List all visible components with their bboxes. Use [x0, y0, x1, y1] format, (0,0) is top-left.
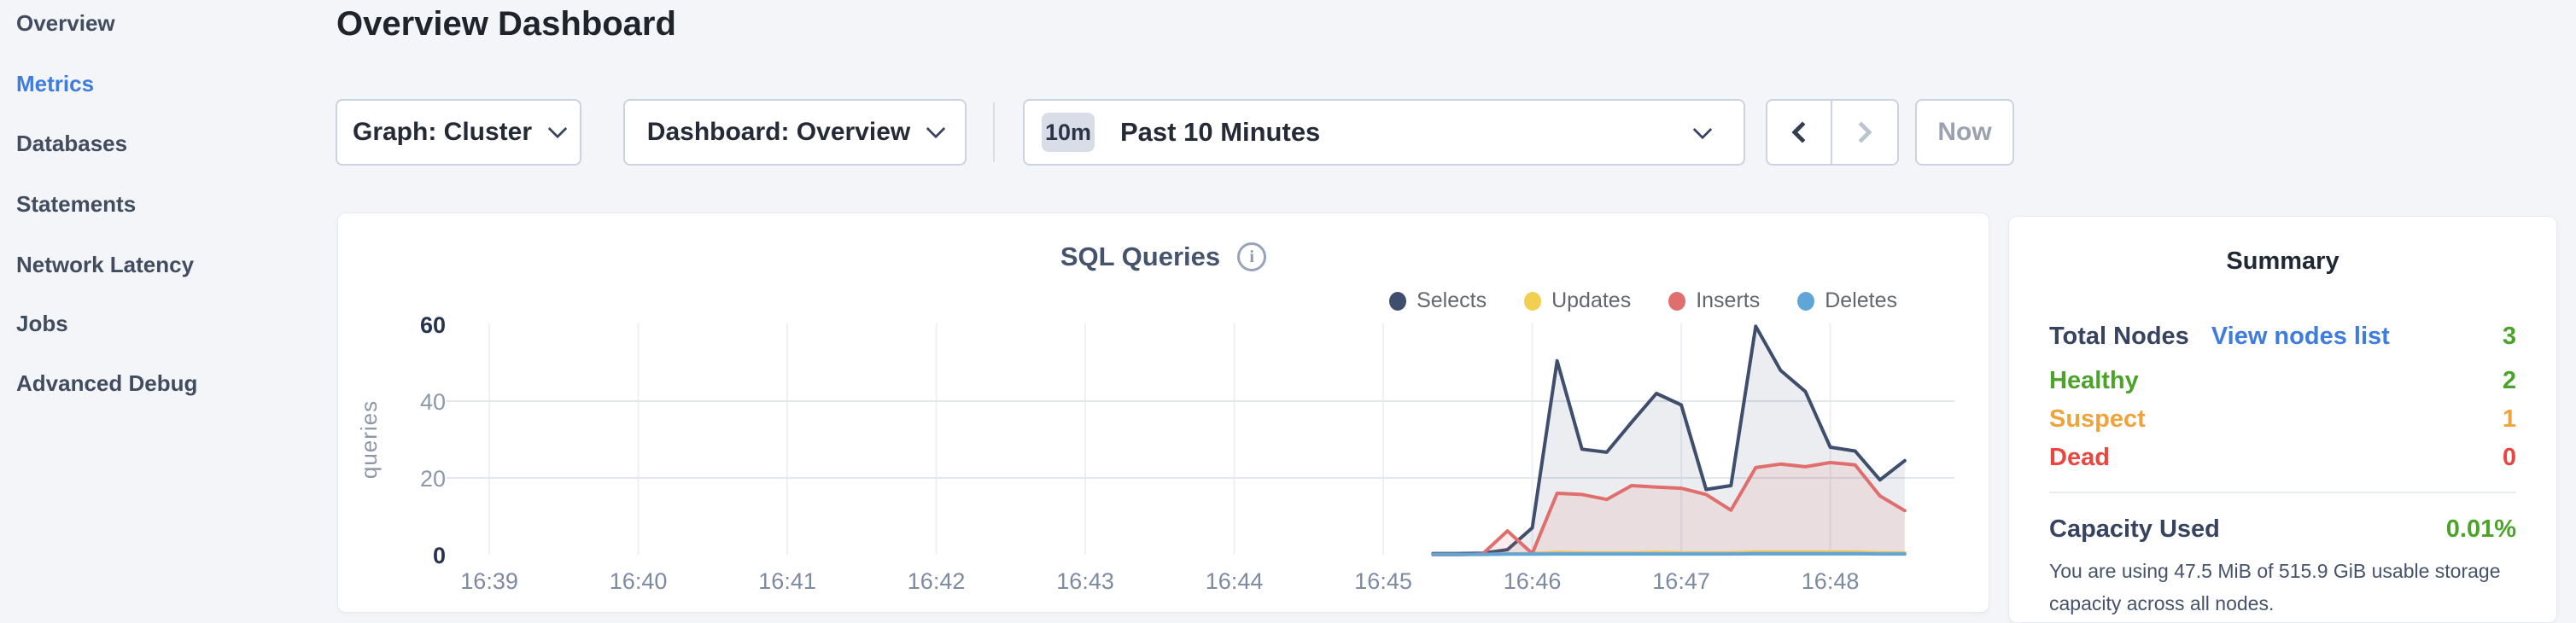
summary-panel: Summary Total Nodes View nodes list 3 He…	[2008, 216, 2557, 623]
sidebar-item-overview[interactable]: Overview	[16, 10, 115, 36]
dead-nodes-row: Dead 0	[2049, 444, 2516, 472]
next-time-button[interactable]	[1832, 101, 1897, 164]
x-tick-label: 16:42	[908, 568, 966, 594]
sql-queries-chart-plot[interactable]: 16:39 16:40 16:41 16:42 16:43 16:44 16:45 16:46…	[338, 213, 1990, 614]
capacity-used-label: Capacity Used	[2049, 515, 2220, 543]
series-line-selects	[1431, 324, 1907, 556]
graph-selector-dropdown[interactable]: Graph: Cluster	[336, 99, 581, 166]
chevron-right-icon	[1850, 121, 1872, 143]
capacity-used-row: Capacity Used 0.01%	[2049, 515, 2516, 544]
chart-legend: Selects Updates Inserts Deletes	[1389, 288, 1897, 313]
view-nodes-list-link[interactable]: View nodes list	[2211, 323, 2390, 350]
dead-value: 0	[2502, 444, 2516, 471]
legend-label: Selects	[1417, 288, 1487, 312]
time-pager	[1766, 99, 1899, 166]
y-tick-label: 40	[420, 389, 446, 415]
time-window-dropdown[interactable]: 10m Past 10 Minutes	[1023, 99, 1745, 166]
chart-title: SQL Queries	[1060, 242, 1221, 271]
x-tick-label: 16:39	[460, 568, 518, 594]
series-area-inserts	[1433, 463, 1905, 555]
time-window-badge: 10m	[1042, 113, 1095, 152]
x-tick-label: 16:46	[1504, 568, 1562, 594]
controls-divider	[993, 102, 995, 162]
x-tick-label: 16:43	[1056, 568, 1114, 594]
sidebar-item-databases[interactable]: Databases	[16, 131, 128, 156]
total-nodes-value: 3	[2502, 323, 2516, 350]
legend-item-inserts[interactable]: Inserts	[1668, 288, 1760, 313]
legend-dot-inserts	[1668, 291, 1686, 311]
total-nodes-row: Total Nodes View nodes list 3	[2049, 323, 2516, 351]
series-area-selects	[1433, 326, 1905, 555]
legend-label: Updates	[1551, 288, 1632, 312]
info-icon[interactable]: i	[1237, 242, 1267, 271]
x-tick-label: 16:48	[1802, 568, 1860, 594]
summary-title: Summary	[2226, 247, 2339, 275]
sidebar-item-network-latency[interactable]: Network Latency	[16, 252, 195, 277]
legend-item-selects[interactable]: Selects	[1389, 288, 1487, 313]
chevron-down-icon	[547, 119, 568, 139]
x-tick-label: 16:40	[610, 568, 668, 594]
dashboard-selector-label: Dashboard: Overview	[646, 118, 911, 146]
sidebar-item-metrics[interactable]: Metrics	[16, 71, 95, 96]
healthy-value: 2	[2502, 367, 2516, 394]
healthy-nodes-row: Healthy 2	[2049, 367, 2516, 395]
legend-dot-selects	[1389, 291, 1407, 311]
y-tick-label: 60	[420, 312, 446, 338]
chevron-down-icon	[926, 119, 946, 139]
dead-label: Dead	[2049, 444, 2110, 471]
series-line-inserts	[1431, 461, 1907, 556]
legend-item-updates[interactable]: Updates	[1524, 288, 1631, 313]
sidebar-item-jobs[interactable]: Jobs	[16, 311, 68, 336]
chevron-left-icon	[1791, 121, 1814, 143]
total-nodes-label: Total Nodes	[2049, 323, 2189, 350]
sql-queries-card: SQL Queries i Selects Updates Inserts Delet…	[337, 213, 1989, 613]
now-button-label: Now	[1937, 118, 1992, 146]
healthy-label: Healthy	[2049, 367, 2139, 394]
summary-divider	[2049, 492, 2516, 493]
previous-time-button[interactable]	[1767, 101, 1833, 164]
legend-item-deletes[interactable]: Deletes	[1797, 288, 1897, 313]
x-tick-label: 16:44	[1206, 568, 1264, 594]
graph-selector-label: Graph: Cluster	[352, 118, 533, 146]
legend-label: Deletes	[1825, 288, 1897, 312]
legend-dot-updates	[1524, 291, 1542, 311]
suspect-nodes-row: Suspect 1	[2049, 405, 2516, 434]
legend-dot-deletes	[1797, 291, 1815, 311]
x-tick-label: 16:47	[1652, 568, 1710, 594]
capacity-description: You are using 47.5 MiB of 515.9 GiB usab…	[2049, 560, 2501, 614]
y-axis-label: queries	[356, 400, 382, 479]
series-line-deletes	[1431, 551, 1907, 556]
x-tick-label: 16:41	[758, 568, 816, 594]
suspect-label: Suspect	[2049, 405, 2146, 433]
page-title: Overview Dashboard	[336, 5, 676, 43]
chevron-down-icon	[1692, 119, 1713, 140]
y-tick-label: 20	[420, 466, 446, 492]
capacity-used-value: 0.01%	[2445, 515, 2516, 543]
sidebar-item-advanced-debug[interactable]: Advanced Debug	[16, 370, 198, 396]
dashboard-selector-dropdown[interactable]: Dashboard: Overview	[623, 99, 967, 166]
now-button[interactable]: Now	[1915, 99, 2014, 166]
suspect-value: 1	[2502, 405, 2516, 433]
legend-label: Inserts	[1696, 288, 1761, 312]
time-window-label: Past 10 Minutes	[1120, 117, 1321, 147]
sidebar-item-statements[interactable]: Statements	[16, 191, 137, 217]
y-tick-label: 0	[433, 543, 446, 568]
x-tick-label: 16:45	[1354, 568, 1412, 594]
